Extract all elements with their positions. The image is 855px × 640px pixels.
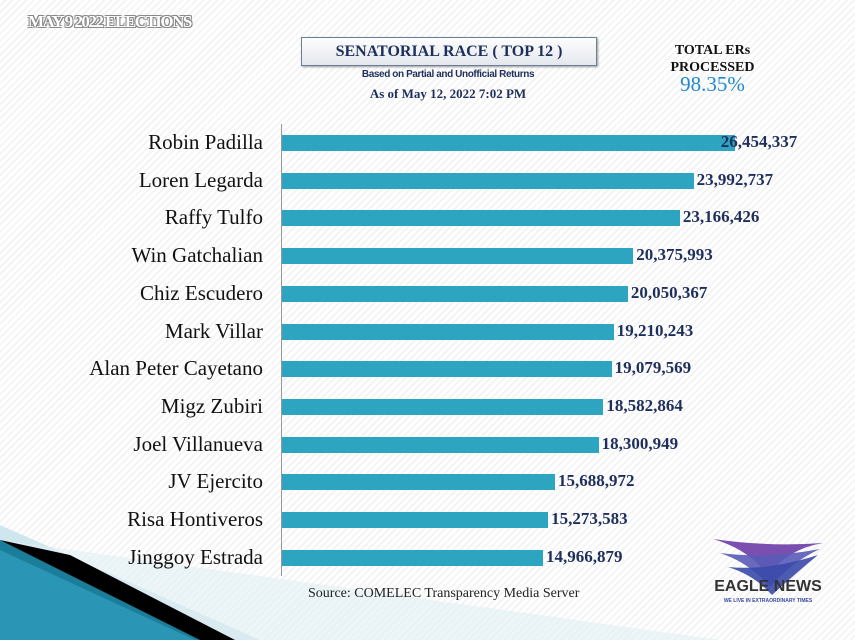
bar bbox=[282, 361, 612, 378]
data-label: 23,992,737 bbox=[696, 169, 774, 189]
ers-processed: TOTAL ERs PROCESSED 98.35% bbox=[650, 42, 775, 96]
data-label: 18,300,949 bbox=[601, 433, 679, 453]
category-label: Alan Peter Cayetano bbox=[89, 356, 263, 381]
bar bbox=[282, 248, 634, 265]
category-label: Robin Padilla bbox=[148, 130, 263, 154]
data-label: 23,166,426 bbox=[682, 207, 760, 227]
ers-label-1: TOTAL ERs bbox=[674, 43, 751, 58]
ers-label-2: PROCESSED bbox=[670, 60, 755, 75]
category-label: Win Gatchalian bbox=[131, 243, 263, 268]
bar bbox=[282, 398, 604, 415]
category-label: Risa Hontiveros bbox=[127, 507, 263, 531]
source-note: Source: COMELEC Transparency Media Serve… bbox=[308, 586, 580, 601]
category-label: Loren Legarda bbox=[138, 167, 263, 192]
bar bbox=[282, 474, 555, 491]
y-axis-line bbox=[281, 124, 282, 576]
bar bbox=[282, 135, 735, 151]
data-label: 15,688,972 bbox=[558, 471, 635, 491]
election-banner: MAY 9 2022 ELECTIONS bbox=[28, 12, 192, 31]
data-label: 18,582,864 bbox=[606, 395, 683, 415]
data-label: 20,375,993 bbox=[636, 245, 713, 265]
data-label: 20,050,367 bbox=[630, 282, 708, 302]
category-label: JV Ejercito bbox=[168, 469, 263, 494]
category-label: Jinggoy Estrada bbox=[128, 544, 263, 569]
chart-title: SENATORIAL RACE ( TOP 12 ) bbox=[301, 37, 597, 66]
data-label: 19,079,569 bbox=[614, 358, 692, 378]
bar bbox=[282, 210, 680, 227]
data-label: 19,210,243 bbox=[616, 320, 694, 340]
bar bbox=[282, 285, 628, 302]
eagle-news-logo bbox=[713, 539, 823, 595]
category-label: Mark Villar bbox=[164, 318, 263, 343]
category-label: Joel Villanueva bbox=[133, 431, 263, 456]
data-label: 26,454,337 bbox=[720, 132, 798, 151]
logo-name: EAGLE NEWS bbox=[714, 578, 822, 595]
data-label: 14,966,879 bbox=[545, 546, 623, 566]
bar bbox=[282, 172, 694, 189]
as-of-timestamp: As of May 12, 2022 7:02 PM bbox=[369, 86, 527, 101]
category-label: Raffy Tulfo bbox=[164, 205, 263, 230]
category-label: Chiz Escudero bbox=[139, 280, 263, 305]
category-label: Migz Zubiri bbox=[160, 393, 263, 418]
bar bbox=[282, 512, 549, 528]
bar bbox=[282, 323, 614, 340]
chart-subtitle: Based on Partial and Unofficial Returns bbox=[361, 69, 535, 80]
ers-value: 98.35% bbox=[680, 72, 745, 96]
data-label: 15,273,583 bbox=[551, 509, 628, 528]
bar bbox=[282, 436, 599, 453]
bar bbox=[282, 549, 543, 566]
logo-tagline: WE LIVE IN EXTRAORDINARY TIMES bbox=[723, 598, 813, 604]
